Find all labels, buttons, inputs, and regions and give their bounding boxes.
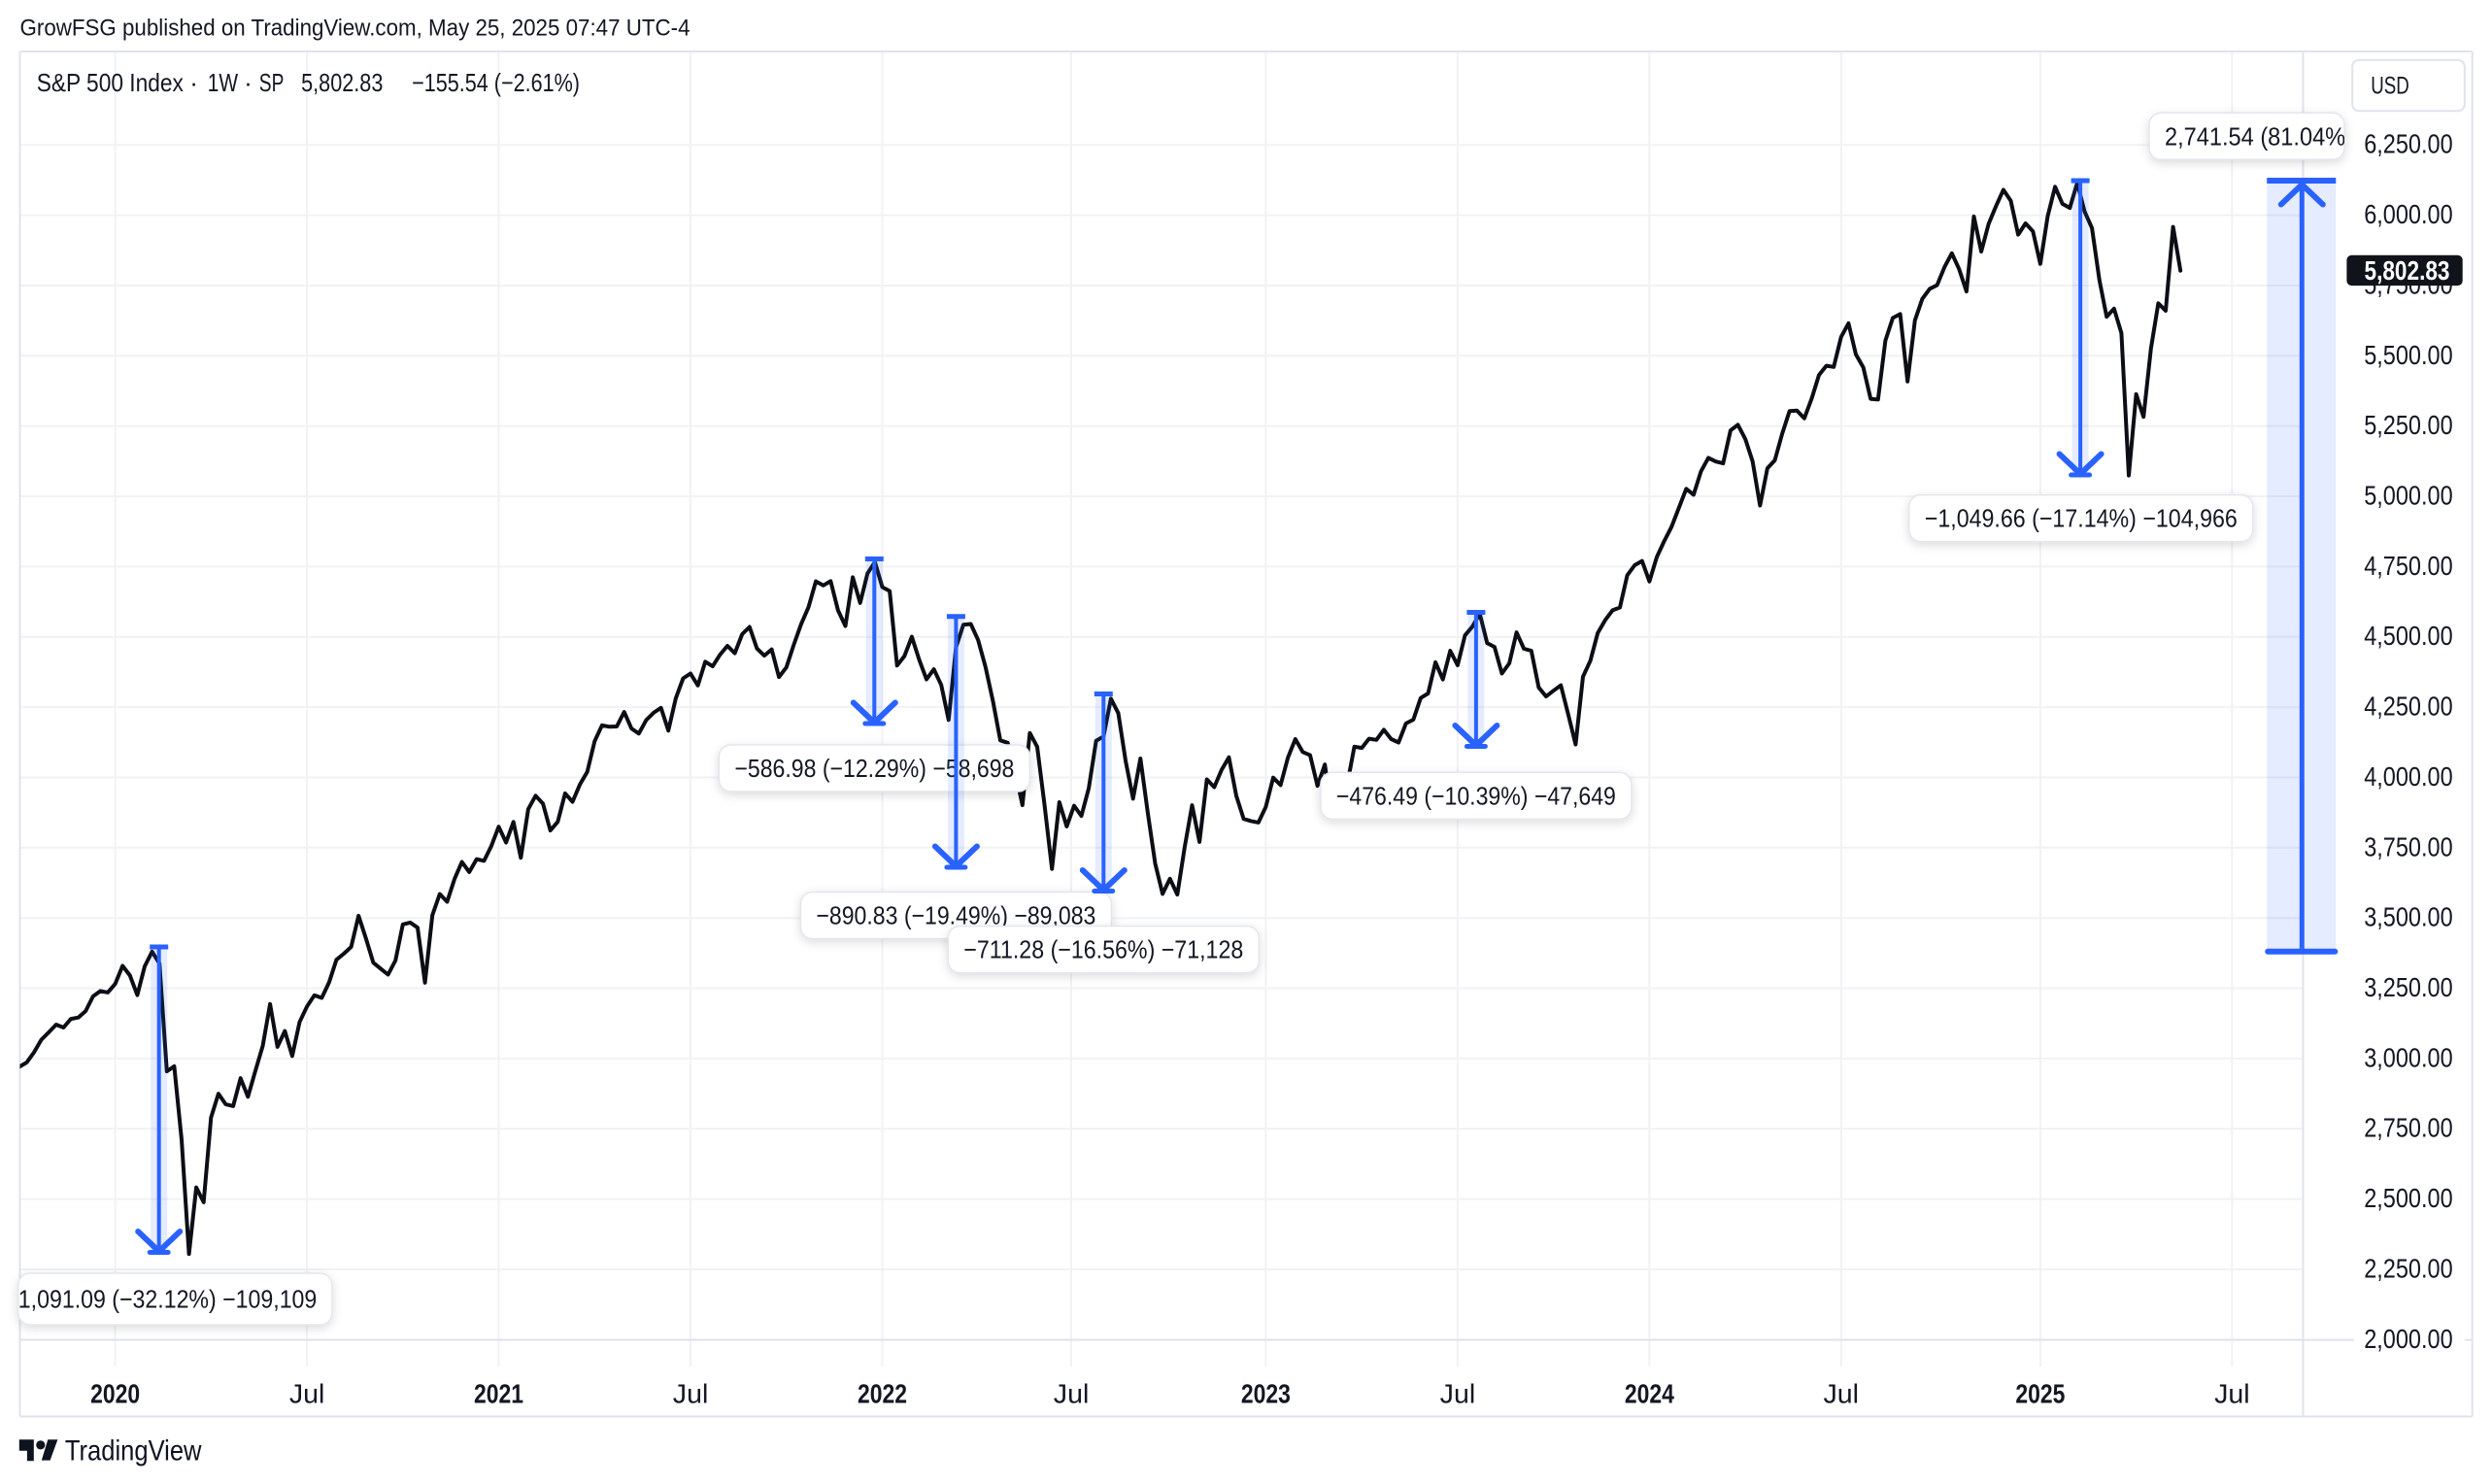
svg-text:6,250.00: 6,250.00 bbox=[2364, 129, 2453, 159]
svg-text:3,750.00: 3,750.00 bbox=[2364, 831, 2453, 861]
svg-text:2025: 2025 bbox=[2015, 1379, 2065, 1409]
svg-text:·: · bbox=[244, 68, 253, 97]
svg-text:3,500.00: 3,500.00 bbox=[2364, 902, 2453, 932]
svg-text:4,750.00: 4,750.00 bbox=[2364, 551, 2453, 581]
svg-text:−476.49 (−10.39%) −47,649: −476.49 (−10.39%) −47,649 bbox=[1336, 781, 1616, 810]
svg-text:SP: SP bbox=[259, 68, 285, 97]
svg-text:1W: 1W bbox=[208, 68, 239, 97]
svg-text:5,802.83: 5,802.83 bbox=[2365, 255, 2450, 286]
svg-text:−1,049.66 (−17.14%) −104,966: −1,049.66 (−17.14%) −104,966 bbox=[1925, 504, 2238, 533]
svg-text:2023: 2023 bbox=[1241, 1379, 1291, 1409]
svg-text:2022: 2022 bbox=[858, 1379, 907, 1409]
svg-text:Jul: Jul bbox=[289, 1379, 325, 1409]
svg-text:TradingView: TradingView bbox=[65, 1434, 202, 1467]
svg-text:2,000.00: 2,000.00 bbox=[2364, 1324, 2453, 1354]
svg-text:5,250.00: 5,250.00 bbox=[2364, 410, 2453, 440]
svg-text:−711.28 (−16.56%) −71,128: −711.28 (−16.56%) −71,128 bbox=[963, 935, 1243, 964]
svg-text:Jul: Jul bbox=[1440, 1379, 1476, 1409]
svg-text:Jul: Jul bbox=[673, 1379, 709, 1409]
svg-text:2024: 2024 bbox=[1625, 1379, 1675, 1409]
svg-text:Jul: Jul bbox=[2214, 1379, 2250, 1409]
svg-text:2,741.54 (81.04%): 2,741.54 (81.04%) bbox=[2165, 121, 2353, 151]
svg-text:2021: 2021 bbox=[474, 1379, 523, 1409]
svg-text:2,250.00: 2,250.00 bbox=[2364, 1254, 2453, 1284]
svg-text:6,000.00: 6,000.00 bbox=[2364, 199, 2453, 229]
svg-text:5,802.83: 5,802.83 bbox=[301, 68, 383, 97]
svg-text:−155.54 (−2.61%): −155.54 (−2.61%) bbox=[412, 68, 580, 97]
svg-text:3,250.00: 3,250.00 bbox=[2364, 972, 2453, 1002]
svg-text:5,000.00: 5,000.00 bbox=[2364, 481, 2453, 511]
svg-text:Jul: Jul bbox=[1054, 1379, 1090, 1409]
svg-text:3,000.00: 3,000.00 bbox=[2364, 1042, 2453, 1072]
svg-text:4,500.00: 4,500.00 bbox=[2364, 621, 2453, 651]
svg-text:GrowFSG published on TradingVi: GrowFSG published on TradingView.com, Ma… bbox=[20, 15, 690, 41]
svg-text:4,000.00: 4,000.00 bbox=[2364, 761, 2453, 792]
svg-text:2,750.00: 2,750.00 bbox=[2364, 1113, 2453, 1143]
svg-text:4,250.00: 4,250.00 bbox=[2364, 691, 2453, 722]
svg-text:−1,091.09 (−32.12%) −109,109: −1,091.09 (−32.12%) −109,109 bbox=[5, 1285, 317, 1314]
svg-text:2020: 2020 bbox=[90, 1379, 140, 1409]
svg-text:S&P 500 Index: S&P 500 Index bbox=[37, 68, 184, 97]
svg-text:5,500.00: 5,500.00 bbox=[2364, 340, 2453, 370]
svg-text:·: · bbox=[189, 68, 198, 97]
svg-text:−890.83 (−19.49%) −89,083: −890.83 (−19.49%) −89,083 bbox=[816, 901, 1095, 930]
svg-text:−586.98 (−12.29%) −58,698: −586.98 (−12.29%) −58,698 bbox=[734, 754, 1014, 783]
svg-text:2,500.00: 2,500.00 bbox=[2364, 1183, 2453, 1213]
svg-text:Jul: Jul bbox=[1824, 1379, 1860, 1409]
svg-text:USD: USD bbox=[2371, 72, 2409, 99]
